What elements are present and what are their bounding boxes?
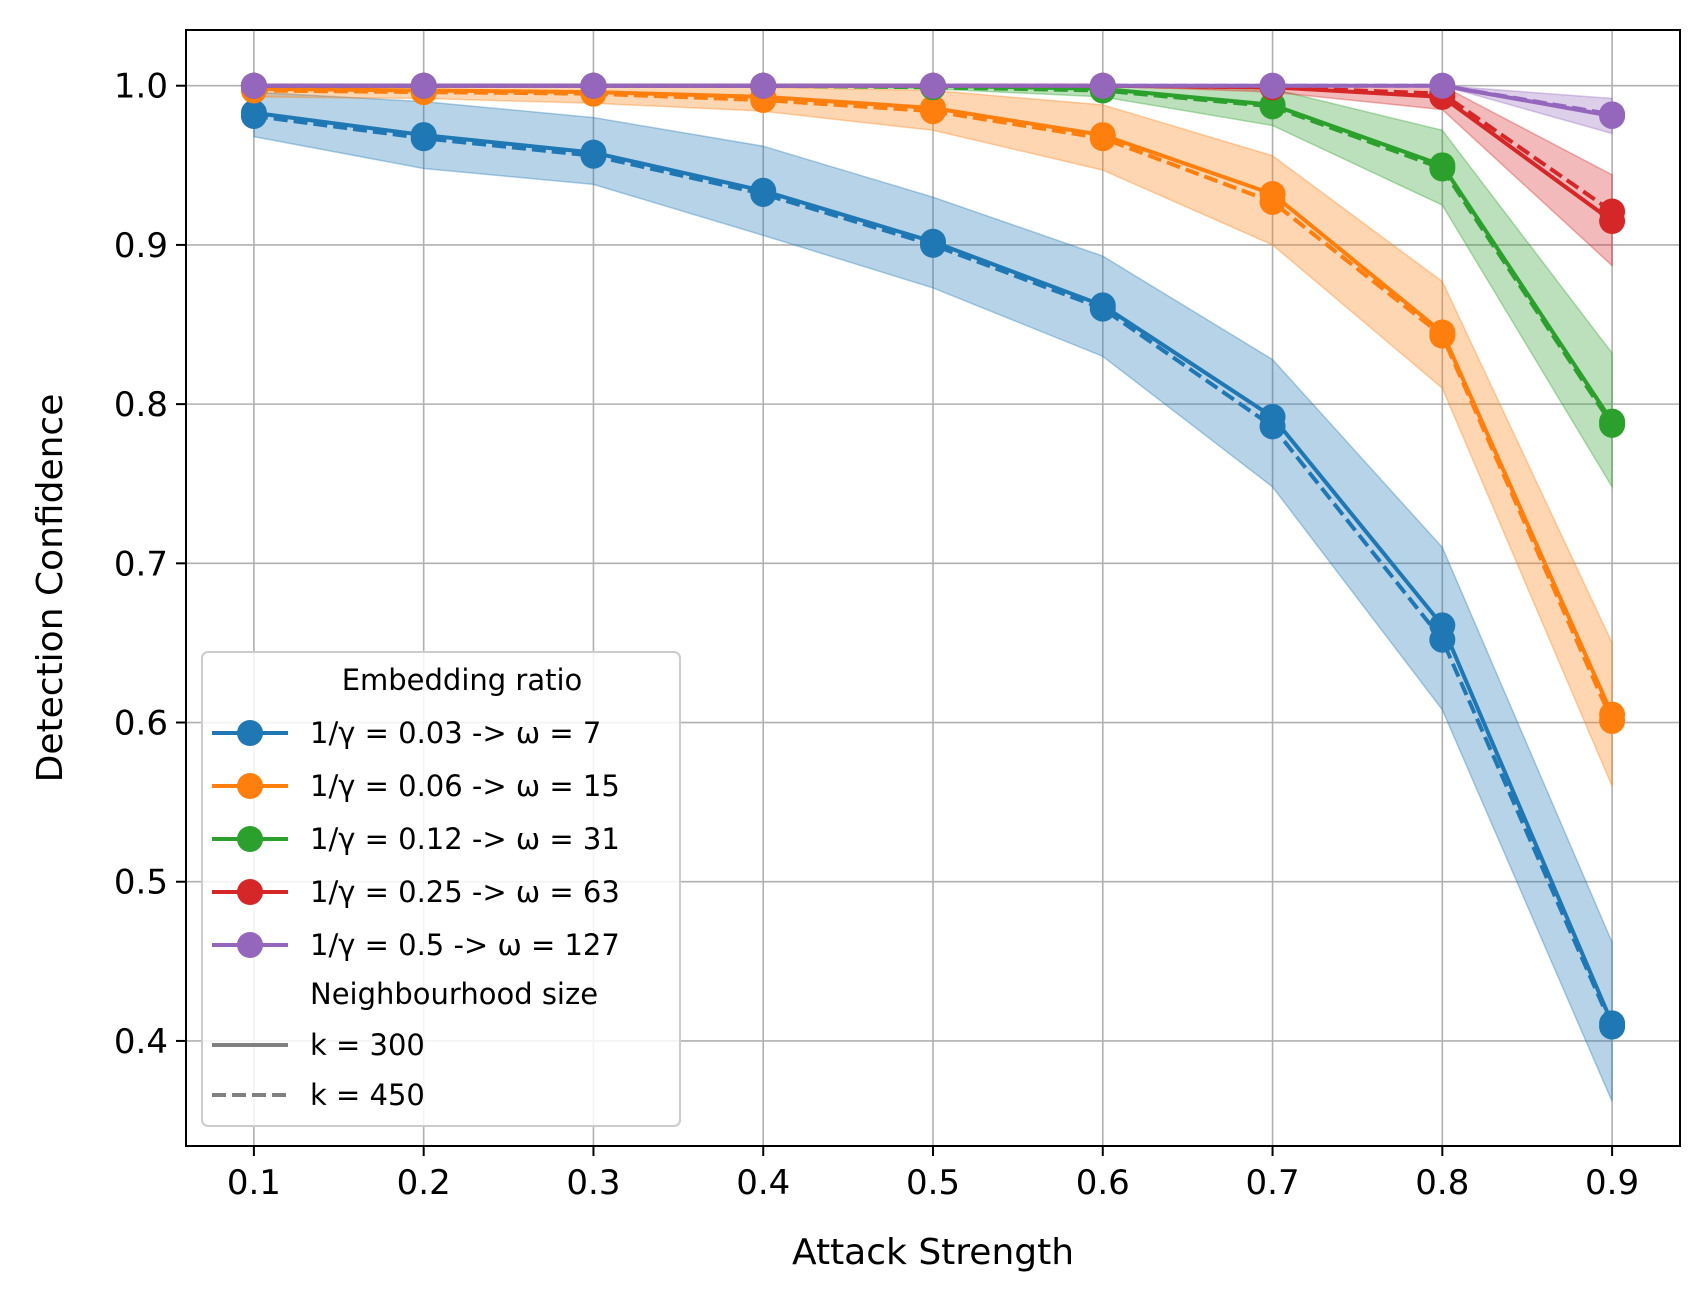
data-point-k300	[410, 122, 437, 149]
legend-label: 1/γ = 0.12 -> ω = 31	[310, 822, 620, 856]
x-tick-label: 0.8	[1415, 1163, 1469, 1203]
data-point-k300	[1259, 180, 1286, 207]
data-point-k300	[1429, 612, 1456, 639]
y-tick-label: 0.4	[114, 1022, 168, 1062]
series-markers	[240, 72, 1626, 1040]
data-point-k300	[920, 95, 946, 122]
y-tick-label: 0.6	[114, 704, 168, 744]
data-point-k300	[580, 139, 607, 166]
y-tick-label: 0.8	[114, 385, 168, 425]
data-point-k300	[1259, 403, 1286, 430]
legend-marker	[237, 720, 263, 746]
data-point-k300	[1089, 122, 1116, 149]
x-tick-label: 0.2	[397, 1163, 451, 1203]
y-tick-label: 0.5	[114, 863, 168, 903]
x-axis-ticks: 0.1 0.2 0.3 0.4 0.5 0.6 0.7 0.8 0.9	[227, 1146, 1639, 1203]
data-point-k300	[1429, 319, 1456, 346]
y-tick-label: 1.0	[114, 67, 168, 107]
y-axis-ticks: 0.4 0.5 0.6 0.7 0.8 0.9 1.0	[114, 67, 186, 1062]
legend-box	[201, 651, 681, 1127]
legend-title-embedding: Embedding ratio	[342, 663, 583, 697]
data-point-k300	[1259, 72, 1286, 99]
data-point-k300	[1429, 72, 1456, 99]
y-axis-label: Detection Confidence	[30, 394, 71, 783]
y-tick-label: 0.7	[114, 544, 168, 584]
data-point-k300	[240, 72, 267, 99]
data-point-k300	[1599, 208, 1626, 235]
x-tick-label: 0.1	[227, 1163, 281, 1203]
legend: Embedding ratio 1/γ = 0.03 -> ω = 7 1/γ = …	[201, 651, 681, 1127]
data-point-k300	[750, 72, 777, 99]
x-tick-label: 0.5	[906, 1163, 960, 1203]
data-point-k300	[1089, 72, 1116, 99]
x-tick-label: 0.3	[566, 1163, 620, 1203]
legend-marker	[237, 773, 263, 799]
data-point-k300	[580, 72, 607, 99]
legend-label: 1/γ = 0.03 -> ω = 7	[310, 716, 601, 750]
legend-label: 1/γ = 0.06 -> ω = 15	[310, 769, 620, 803]
data-point-k300	[1599, 1010, 1626, 1037]
x-tick-label: 0.7	[1246, 1163, 1300, 1203]
legend-marker	[237, 879, 263, 905]
data-point-k300	[920, 72, 946, 99]
legend-style-label: k = 450	[310, 1078, 425, 1112]
data-point-k300	[240, 99, 267, 126]
data-point-k300	[1429, 152, 1456, 179]
data-point-k300	[410, 72, 437, 99]
data-point-k300	[750, 177, 777, 204]
x-tick-label: 0.9	[1585, 1163, 1639, 1203]
data-point-k300	[1599, 701, 1626, 728]
legend-marker	[237, 932, 263, 958]
data-point-k300	[1599, 102, 1626, 129]
x-axis-label: Attack Strength	[792, 1232, 1074, 1273]
x-tick-label: 0.4	[736, 1163, 790, 1203]
legend-label: 1/γ = 0.25 -> ω = 63	[310, 875, 620, 909]
data-point-k300	[1089, 292, 1116, 319]
legend-style-label: k = 300	[310, 1028, 425, 1062]
x-tick-label: 0.6	[1076, 1163, 1130, 1203]
data-point-k300	[1599, 408, 1626, 435]
legend-label: 1/γ = 0.5 -> ω = 127	[310, 928, 620, 962]
legend-marker	[237, 826, 263, 852]
legend-title-neighbourhood: Neighbourhood size	[310, 977, 598, 1011]
confidence-band	[253, 91, 1613, 1102]
data-point-k300	[920, 228, 946, 255]
y-tick-label: 0.9	[114, 226, 168, 266]
